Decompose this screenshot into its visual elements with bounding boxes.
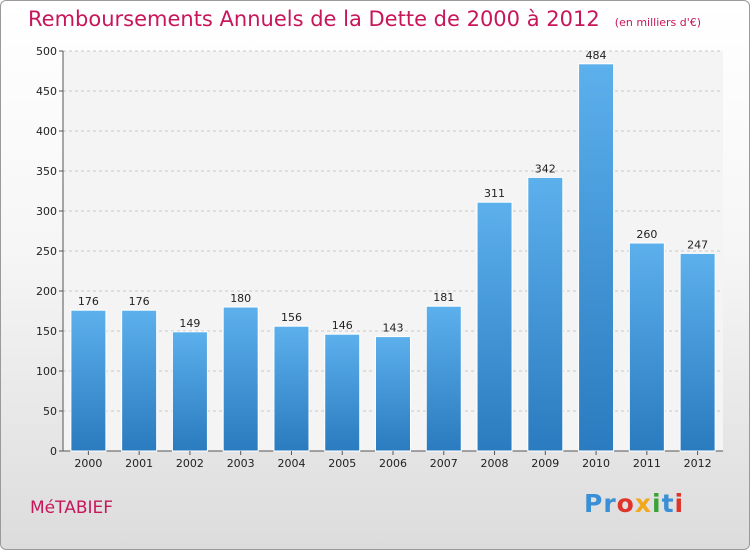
bar — [679, 252, 716, 452]
bar — [70, 309, 107, 452]
bar-value-label: 176 — [129, 295, 150, 308]
bar-value-label: 176 — [78, 295, 99, 308]
y-tick-label: 200 — [36, 285, 57, 298]
y-tick-label: 100 — [36, 365, 57, 378]
logo-letter: P — [584, 489, 604, 518]
x-tick-label: 2007 — [430, 457, 458, 470]
chart-unit-text: (en milliers d'€) — [614, 16, 702, 29]
x-tick-label: 2005 — [328, 457, 356, 470]
x-tick-label: 2012 — [684, 457, 712, 470]
bar-value-label: 149 — [179, 317, 200, 330]
x-tick-label: 2011 — [633, 457, 661, 470]
y-tick-label: 450 — [36, 85, 57, 98]
bar-value-label: 146 — [332, 319, 353, 332]
y-tick-label: 0 — [50, 445, 57, 458]
bar-value-label: 247 — [687, 238, 708, 251]
bar-value-label: 156 — [281, 311, 302, 324]
commune-name: MéTABIEF — [30, 498, 114, 518]
x-tick-label: 2000 — [74, 457, 102, 470]
x-tick-label: 2004 — [277, 457, 305, 470]
y-tick-label: 150 — [36, 325, 57, 338]
bar-value-label: 181 — [433, 291, 454, 304]
y-tick-label: 350 — [36, 165, 57, 178]
proxiti-logo: Proxiti — [584, 489, 684, 518]
x-tick-label: 2003 — [227, 457, 255, 470]
y-tick-label: 500 — [36, 45, 57, 58]
logo-letter: i — [652, 489, 662, 518]
bar — [121, 309, 158, 452]
bar-value-label: 143 — [383, 322, 404, 335]
bar — [578, 63, 615, 452]
logo-letter: t — [661, 489, 675, 518]
y-tick-label: 50 — [43, 405, 57, 418]
bar — [171, 331, 208, 452]
x-tick-label: 2006 — [379, 457, 407, 470]
bar — [324, 333, 361, 452]
logo-letter: r — [603, 489, 617, 518]
y-tick-label: 300 — [36, 205, 57, 218]
x-tick-label: 2008 — [481, 457, 509, 470]
x-tick-label: 2010 — [582, 457, 610, 470]
bar — [273, 325, 310, 452]
logo-letter: i — [674, 489, 685, 518]
y-tick-label: 250 — [36, 245, 57, 258]
bar-value-label: 260 — [636, 228, 657, 241]
chart-title-text: Remboursements Annuels de la Dette de 20… — [28, 7, 600, 31]
bar — [222, 306, 259, 452]
bar — [425, 305, 462, 452]
bar — [628, 242, 665, 452]
y-tick-label: 400 — [36, 125, 57, 138]
x-tick-label: 2002 — [176, 457, 204, 470]
bar-value-label: 180 — [230, 292, 251, 305]
logo-letter: o — [616, 489, 635, 518]
bar-value-label: 484 — [586, 49, 607, 62]
bar — [476, 201, 513, 452]
bar-value-label: 311 — [484, 187, 505, 200]
chart-title: Remboursements Annuels de la Dette de 20… — [28, 7, 701, 31]
bar-value-label: 342 — [535, 162, 556, 175]
x-tick-label: 2009 — [531, 457, 559, 470]
bar — [375, 336, 411, 452]
logo-letter: x — [634, 489, 652, 518]
bar — [527, 176, 564, 452]
x-tick-label: 2001 — [125, 457, 153, 470]
